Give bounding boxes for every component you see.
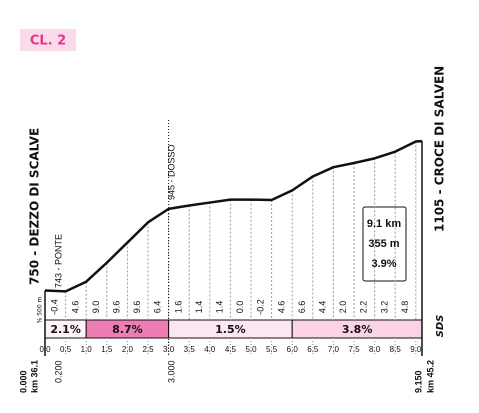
- x-tick-label: 2.5: [142, 345, 154, 354]
- x-tick-label: 5.5: [266, 345, 278, 354]
- x-tick-label: 8.0: [369, 345, 381, 354]
- gradient-label: 9.6: [132, 301, 142, 314]
- x-tick-label: 4.5: [225, 345, 237, 354]
- gradient-label: -0.2: [256, 299, 266, 315]
- summary-line: 9.1 km: [367, 218, 401, 230]
- x-tick-label: 2.0: [122, 345, 134, 354]
- logo: SDS: [435, 315, 446, 338]
- band-label: 3.8%: [342, 323, 373, 336]
- x-tick-label: 3.0: [163, 345, 175, 354]
- finish-km: km 45.2: [425, 360, 435, 393]
- scale-note: % 500 m: [37, 296, 44, 323]
- ponte-distance: 0.200: [53, 360, 63, 383]
- gradient-label: 9.6: [111, 301, 121, 314]
- x-tick-label: 8.5: [390, 345, 402, 354]
- finish-distance: 9.150: [413, 370, 423, 393]
- gradient-label: 4.8: [400, 301, 410, 314]
- ponte-label: 743 - PONTE: [53, 234, 63, 288]
- gradient-label: 4.6: [70, 301, 80, 314]
- gradient-label: 3.2: [379, 301, 389, 314]
- summary-line: 355 m: [368, 238, 399, 250]
- gradient-label: 0.0: [235, 301, 245, 314]
- x-tick-label: 5.0: [245, 345, 257, 354]
- profile-line: [44, 139, 423, 293]
- band-label: 1.5%: [215, 323, 246, 336]
- x-tick-label: 3.5: [184, 345, 196, 354]
- dosso-distance: 3.000: [166, 360, 176, 383]
- band-label: 2.1%: [50, 323, 81, 336]
- summary-line: 3.9%: [371, 258, 396, 270]
- x-tick-label: 6.0: [287, 345, 299, 354]
- band-label: 8.7%: [112, 323, 143, 336]
- gradient-label: 2.2: [359, 301, 369, 314]
- gradient-label: 1.4: [194, 301, 204, 314]
- gradient-label: 9.0: [91, 301, 101, 314]
- badge-bg: [20, 29, 76, 51]
- gradient-label: -0.4: [50, 299, 60, 315]
- gradient-label: 6.6: [297, 301, 307, 314]
- x-tick-label: 4.0: [204, 345, 216, 354]
- gradient-label: 2.0: [338, 301, 348, 314]
- x-tick-label: 1.5: [101, 345, 113, 354]
- x-tick-label: 7.5: [348, 345, 360, 354]
- badge: CL. 2: [30, 34, 66, 49]
- gradient-label: 1.6: [173, 301, 183, 314]
- gradient-label: 1.4: [214, 301, 224, 314]
- x-tick-label: 0.5: [60, 345, 72, 354]
- gradient-label: 4.4: [317, 301, 327, 314]
- x-tick-label: 6.5: [307, 345, 319, 354]
- x-tick-label: 7.0: [328, 345, 340, 354]
- start-label: 750 - DEZZO DI SCALVE: [28, 128, 42, 285]
- gradient-label: 4.6: [276, 301, 286, 314]
- start-km: km 36.1: [29, 360, 39, 393]
- gradient-label: 6.4: [153, 301, 163, 314]
- x-tick-label: 1.0: [81, 345, 93, 354]
- start-distance: 0.000: [18, 370, 28, 393]
- x-tick-label: 9.0: [410, 345, 422, 354]
- finish-label: 1105 - CROCE DI SALVEN: [433, 66, 447, 232]
- dosso-label: 945 - DOSSO: [166, 144, 176, 200]
